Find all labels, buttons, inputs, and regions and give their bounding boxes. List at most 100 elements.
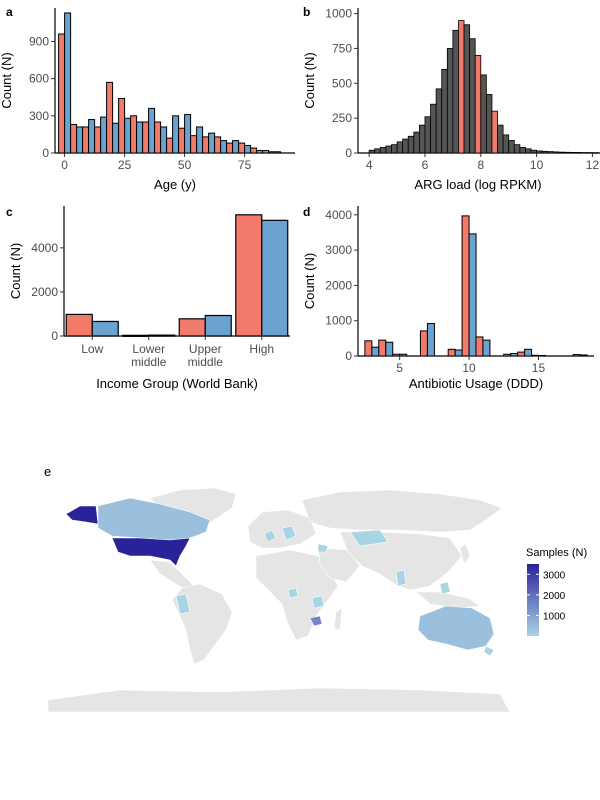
map-legend: Samples (N) 3000 2000 1000 [526,547,587,636]
bar [579,354,588,357]
histogram-bar [463,24,471,154]
bar [510,353,519,357]
region-minor [287,587,299,599]
histogram-bar [458,20,465,154]
histogram-bar [497,124,504,154]
histogram-bar [564,151,571,154]
region-minor [483,645,495,657]
bar [196,126,204,154]
bar [148,107,156,154]
histogram-bar [519,147,526,154]
panel-label-c: c [6,205,13,219]
histogram-bar [502,134,510,154]
bar [178,318,206,337]
bar [235,214,263,337]
x-axis-title: Antibiotic Usage (DDD) [409,376,543,391]
y-axis-title: Count (N) [302,253,317,309]
bar [399,353,408,357]
histogram-bar [485,94,493,154]
bar [65,313,93,337]
x-tick-label: 25 [118,158,132,172]
bar [94,126,102,154]
y-tick-label: 300 [29,109,49,123]
bar [256,150,264,154]
region-minor [349,529,389,547]
histogram-bar [441,68,448,154]
region-minor [439,581,451,595]
histogram-bar [446,48,454,154]
bar [461,215,470,357]
bar [261,219,289,337]
histogram-bar [530,149,538,154]
y-tick-label: 1000 [325,7,352,21]
histogram-bar [575,152,582,154]
bar [130,115,138,154]
bar [268,151,276,154]
bar [178,127,186,154]
bar [447,348,456,357]
bar [220,140,228,154]
histogram-bar [525,148,532,154]
bar [364,340,373,357]
histogram-bar [592,152,599,154]
bar [154,121,162,154]
histogram-bar [391,144,398,154]
bar [503,353,512,357]
bar [537,354,546,357]
y-tick-label: 500 [332,76,352,90]
legend-tick-label: 2000 [543,591,566,602]
histogram-bar [558,151,565,154]
x-tick-label: 4 [366,158,373,172]
region-minor [263,529,277,543]
x-axis-title: Income Group (World Bank) [96,376,258,391]
bar [91,320,119,337]
y-tick-label: 2000 [31,285,58,299]
histogram-bar [541,150,549,154]
panel-label-b: b [303,5,310,19]
legend-colorbar [527,564,539,636]
x-tick-label: 0 [61,158,68,172]
x-tick-label: High [249,342,274,356]
region-zambia [309,615,323,627]
bar [136,121,144,154]
panel-e-world-map [47,487,511,713]
bar [124,117,132,154]
histogram-bar [513,144,521,154]
bar [122,334,150,337]
region-australia [417,605,495,651]
bar [112,122,120,154]
histogram-bar [402,138,409,154]
x-tick-label: 12 [586,158,600,172]
histogram-bar [368,149,376,154]
region-canada [97,497,211,541]
bar [88,119,96,154]
bar [204,314,232,337]
bar [70,123,78,154]
bar [530,354,539,357]
region-minor [395,569,407,587]
histogram-bar [597,152,600,154]
bar [100,116,108,154]
y-tick-label: 4000 [325,208,352,222]
bar [392,353,401,357]
x-tick-label: Upper middle [188,342,224,369]
bar [64,12,72,154]
region-alaska [65,505,99,525]
bar [524,348,533,357]
histogram-bar [547,151,554,154]
x-tick-label: 10 [530,158,544,172]
bar [148,334,176,337]
bar [106,81,114,154]
panel-a-age-histogram: 0 300 600 900 Count (N) Age (y) 0 25 50 75 [0,8,295,192]
bar [118,97,126,154]
bar [250,147,258,154]
bar [208,132,216,154]
bar [371,346,380,357]
histogram-bar [508,140,515,154]
bar [454,349,463,357]
x-tick-label: 10 [462,361,476,375]
histogram-bar [430,103,437,154]
histogram-bar [552,151,560,154]
histogram-bar [480,74,487,154]
bar [517,351,526,357]
